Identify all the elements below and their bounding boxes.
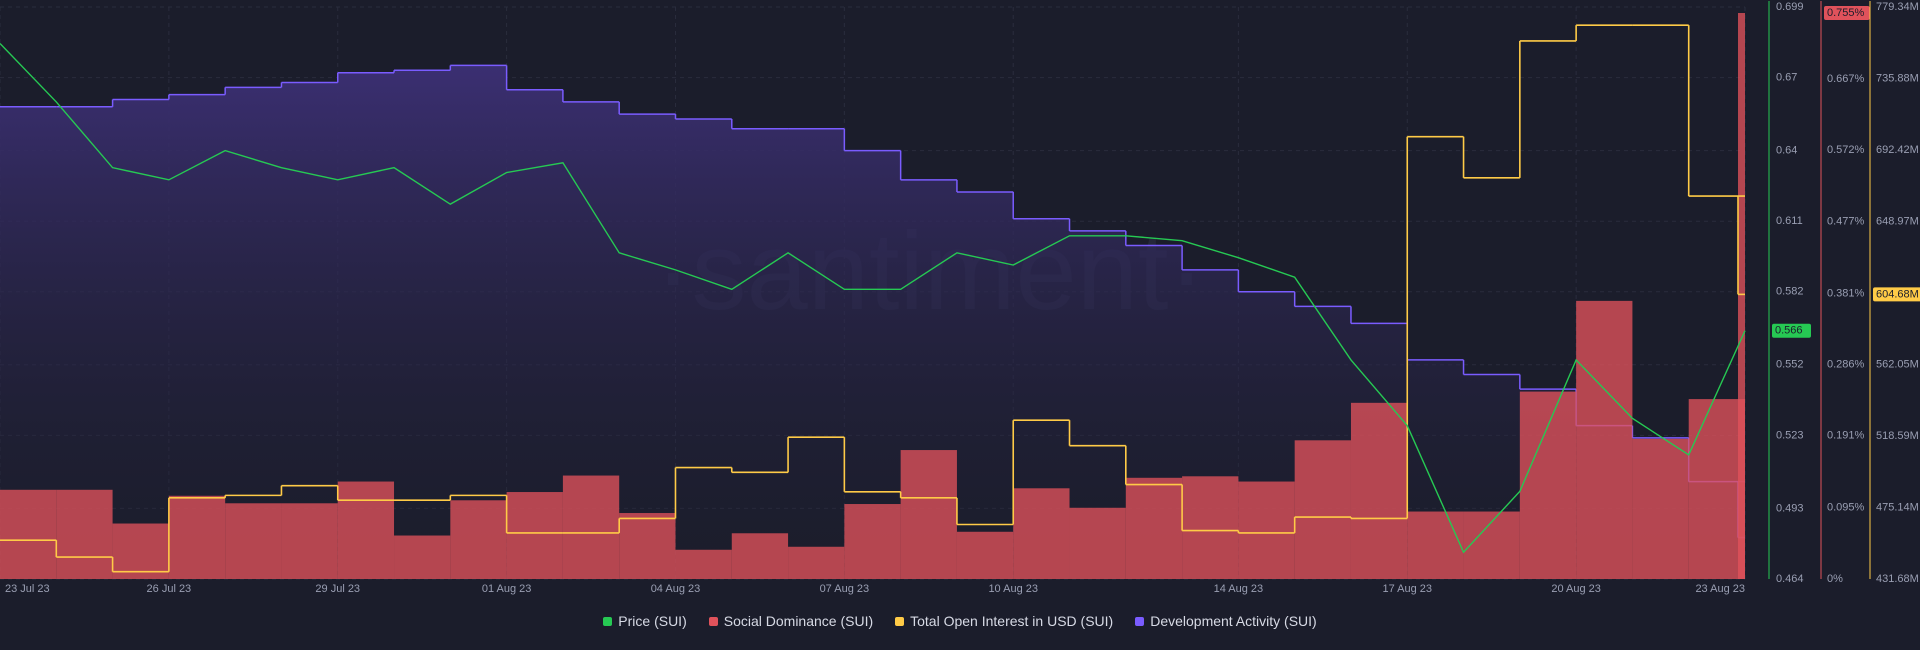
bar: [1738, 12, 1745, 580]
x-tick-label: 14 Aug 23: [1214, 583, 1264, 595]
x-tick-label: 04 Aug 23: [651, 583, 701, 595]
chart: ·santiment·0.4640.4930.5230.5520.5820.61…: [0, 1, 1920, 595]
x-tick-label: 23 Jul 23: [5, 583, 50, 595]
legend-label: Total Open Interest in USD (SUI): [910, 613, 1114, 629]
bar: [619, 513, 676, 579]
y2-tick-label: 0.095%: [1827, 502, 1865, 514]
bar: [56, 489, 113, 579]
bar: [1294, 440, 1351, 579]
bar: [1688, 399, 1745, 579]
bar: [1519, 391, 1577, 579]
y2-tick-label: 0.477%: [1827, 215, 1865, 227]
x-tick-label: 10 Aug 23: [988, 583, 1038, 595]
last-value-badge: [1824, 5, 1870, 20]
y3-tick-label: 648.97M: [1876, 215, 1919, 227]
bar: [281, 503, 338, 579]
bar: [731, 533, 789, 579]
y2-tick-label: 0.286%: [1827, 358, 1865, 370]
bar: [1407, 511, 1464, 579]
bar: [506, 492, 563, 579]
bar: [1013, 488, 1070, 579]
bar: [788, 546, 845, 579]
bar: [675, 549, 732, 579]
bar: [1632, 438, 1689, 579]
bar: [1576, 300, 1633, 579]
last-value-badge: [1873, 287, 1920, 302]
y-tick-label: 0.64: [1776, 145, 1797, 157]
dev-area: [0, 65, 1745, 580]
legend-item[interactable]: Total Open Interest in USD (SUI): [895, 613, 1113, 629]
x-tick-label: 17 Aug 23: [1382, 583, 1432, 595]
y-tick-label: 0.552: [1776, 359, 1804, 371]
price-line: [0, 43, 1746, 554]
bar: [562, 475, 620, 579]
legend-swatch: [603, 616, 613, 626]
last-value-label: 0.755%: [1827, 7, 1865, 19]
y-tick-label: 0.464: [1776, 573, 1804, 585]
legend-item[interactable]: Development Activity (SUI): [1135, 613, 1317, 629]
last-value-label: 604.68M: [1876, 288, 1919, 300]
y3-tick-label: 692.42M: [1876, 144, 1919, 156]
y-tick-label: 0.699: [1776, 1, 1804, 13]
x-tick-label: 23 Aug 23: [1695, 583, 1745, 595]
legend: Price (SUI) Social Dominance (SUI) Total O…: [0, 613, 1920, 629]
legend-swatch: [1135, 616, 1145, 626]
legend-swatch: [708, 616, 718, 626]
legend-item[interactable]: Social Dominance (SUI): [708, 613, 874, 629]
y-tick-label: 0.523: [1776, 429, 1804, 441]
bar: [1350, 402, 1408, 579]
x-tick-label: 26 Jul 23: [147, 583, 192, 595]
y2-tick-label: 0.381%: [1827, 287, 1865, 299]
bar: [394, 535, 451, 579]
last-value-label: 0.566: [1775, 325, 1803, 337]
bar: [1182, 476, 1239, 579]
y-tick-label: 0.611: [1776, 215, 1803, 227]
y-tick-label: 0.67: [1776, 71, 1797, 83]
y3-tick-label: 518.59M: [1876, 430, 1919, 442]
x-tick-label: 07 Aug 23: [820, 583, 870, 595]
bar: [1238, 481, 1295, 579]
bar: [450, 500, 507, 579]
bar: [1125, 477, 1183, 579]
bar: [112, 523, 169, 579]
y2-tick-label: 0.572%: [1827, 144, 1865, 156]
bar: [900, 450, 957, 579]
y3-tick-label: 562.05M: [1876, 358, 1919, 370]
bar: [225, 503, 282, 579]
y3-tick-label: 735.88M: [1876, 72, 1919, 84]
bar: [337, 481, 395, 579]
bar: [168, 495, 226, 579]
x-tick-label: 29 Jul 23: [315, 583, 360, 595]
legend-swatch: [895, 616, 905, 626]
y2-tick-label: 0.191%: [1827, 430, 1865, 442]
last-value-badge: [1772, 323, 1811, 338]
bar: [1069, 507, 1126, 579]
legend-label: Development Activity (SUI): [1150, 613, 1317, 629]
y3-tick-label: 431.68M: [1876, 573, 1919, 585]
legend-item[interactable]: Price (SUI): [603, 613, 687, 629]
y3-tick-label: 475.14M: [1876, 501, 1919, 513]
bar: [0, 489, 57, 579]
x-tick-label: 20 Aug 23: [1551, 583, 1601, 595]
y3-tick-label: 779.34M: [1876, 1, 1919, 13]
bar: [844, 504, 901, 579]
y2-tick-label: 0%: [1827, 573, 1843, 585]
x-tick-label: 01 Aug 23: [482, 583, 532, 595]
bar: [956, 531, 1014, 579]
y2-tick-label: 0.667%: [1827, 73, 1865, 85]
legend-label: Price (SUI): [618, 613, 687, 629]
legend-label: Social Dominance (SUI): [723, 613, 874, 629]
y-tick-label: 0.582: [1776, 286, 1804, 298]
y-tick-label: 0.493: [1776, 502, 1804, 514]
